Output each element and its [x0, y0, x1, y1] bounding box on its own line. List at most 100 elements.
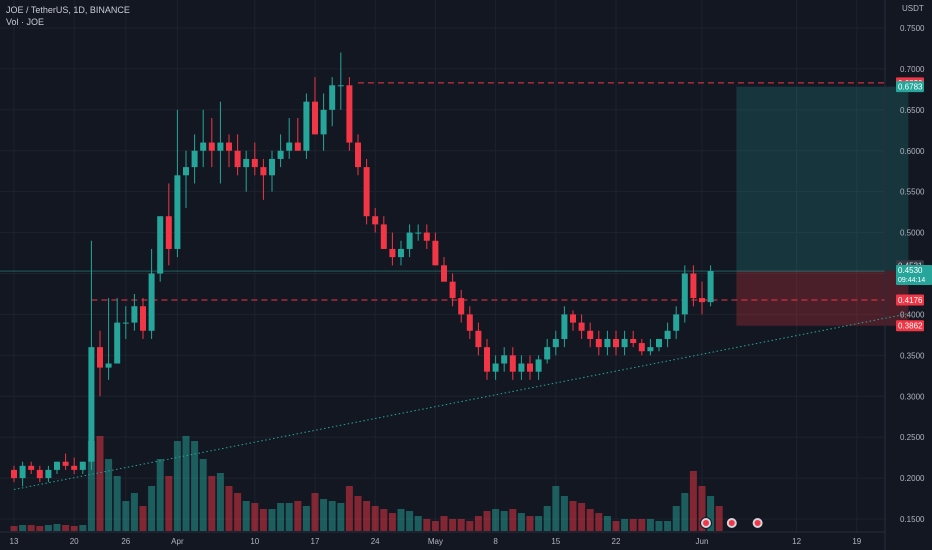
candle-body	[664, 330, 671, 339]
candle-body	[251, 158, 258, 168]
time-axis-tick: Apr	[171, 537, 184, 546]
volume-bar	[380, 509, 388, 531]
volume-bar	[156, 459, 164, 531]
candle-body	[389, 248, 396, 258]
candle-body	[535, 359, 542, 372]
volume-bar	[19, 525, 27, 531]
volume-bar	[612, 521, 620, 531]
candle-body	[441, 265, 447, 282]
price-axis-tick: 0.2500	[900, 433, 925, 442]
volume-bar	[414, 516, 422, 531]
volume-bar	[543, 506, 551, 531]
volume-bar	[234, 493, 242, 531]
volume-bar	[397, 509, 405, 531]
candle-body	[578, 322, 585, 331]
time-axis-tick: 24	[371, 537, 380, 546]
candle-body	[638, 343, 645, 352]
symbol-title: JOE / TetherUS, 1D, BINANCE	[6, 5, 130, 15]
volume-bar	[466, 521, 474, 531]
current-price-label: 0.4530	[898, 266, 923, 275]
volume-bar	[586, 509, 594, 531]
time-axis-tick: 17	[311, 537, 320, 546]
time-axis-tick: 10	[250, 537, 259, 546]
price-unit: USDT	[902, 4, 924, 13]
candle-body	[613, 338, 619, 348]
volume-bar	[423, 519, 431, 531]
volume-bar	[191, 441, 199, 531]
time-axis-tick: 22	[612, 537, 621, 546]
volume-bar	[629, 519, 637, 531]
volume-bar	[500, 511, 508, 531]
candle-body	[28, 465, 35, 470]
target-label-bg	[896, 81, 924, 93]
candle-body	[363, 167, 370, 217]
candle-body	[269, 158, 275, 176]
volume-bar	[646, 519, 654, 531]
candle-body	[527, 363, 533, 372]
volume-bar	[560, 496, 568, 531]
candle-body	[148, 273, 155, 331]
candle-body	[97, 347, 103, 368]
candle-body	[200, 142, 207, 151]
volume-bar	[182, 436, 190, 531]
candle-body	[449, 281, 456, 299]
volume-bar	[311, 493, 319, 531]
candle-body	[19, 465, 26, 479]
volume-bar	[70, 526, 78, 531]
volume-bar	[44, 525, 52, 531]
time-axis-tick: 26	[121, 537, 130, 546]
volume-bar	[79, 525, 87, 531]
volume-bar	[517, 513, 525, 531]
candle-body	[458, 298, 465, 315]
volume-bar	[225, 486, 233, 531]
volume-bar	[371, 506, 379, 531]
event-marker-dot	[754, 520, 761, 526]
volume-bar	[492, 509, 500, 531]
volume-bar	[345, 486, 353, 531]
candle-body	[122, 322, 129, 324]
candle-body	[647, 347, 654, 352]
stop-label-bg	[896, 320, 924, 332]
candle-body	[45, 469, 52, 479]
candle-body	[673, 314, 680, 331]
volume-bar	[242, 501, 250, 531]
volume-bar	[130, 493, 138, 531]
candle-body	[79, 461, 86, 470]
candle-body	[604, 338, 611, 348]
candle-body	[466, 314, 473, 331]
price-axis-tick: 0.3000	[900, 392, 925, 401]
volume-bar	[707, 496, 715, 531]
event-marker-dot	[703, 520, 709, 526]
candle-body	[303, 101, 310, 151]
chart-legend: JOE / TetherUS, 1D, BINANCE Vol · JOE	[6, 4, 130, 28]
volume-bar	[388, 513, 396, 531]
volume-bar	[87, 441, 95, 531]
time-axis-tick: May	[428, 537, 443, 546]
candle-body	[157, 216, 164, 274]
volume-bar	[277, 503, 285, 531]
candle-body	[88, 347, 95, 462]
candle-body	[62, 461, 69, 466]
price-axis-tick: 0.6500	[900, 106, 925, 115]
candle-body	[36, 469, 43, 479]
volume-bar	[285, 503, 293, 531]
volume-bar	[148, 486, 156, 531]
volume-bar	[363, 501, 371, 531]
volume-bar	[595, 513, 603, 531]
price-axis-tick: 0.7000	[900, 65, 925, 74]
candle-body	[312, 101, 318, 135]
time-axis-tick: 12	[792, 537, 801, 546]
volume-bar	[294, 501, 302, 531]
position-target-zone	[736, 86, 909, 271]
time-axis-tick: 8	[493, 537, 498, 546]
trend-line	[13, 313, 909, 491]
volume-bar	[320, 499, 328, 531]
volume-bar	[122, 501, 130, 531]
candle-body	[105, 363, 112, 368]
volume-bar	[113, 476, 121, 531]
price-axis-tick: 0.5500	[900, 188, 925, 197]
candle-body	[595, 338, 602, 348]
volume-bar	[664, 521, 672, 531]
volume-bar	[96, 436, 104, 531]
